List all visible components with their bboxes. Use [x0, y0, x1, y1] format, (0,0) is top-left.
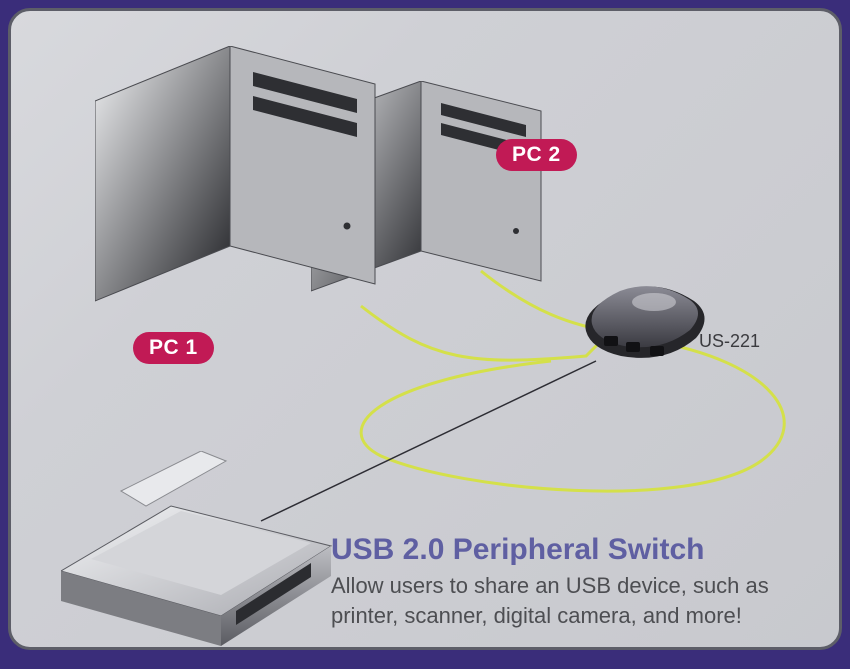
- diagram-title: USB 2.0 Peripheral Switch: [331, 533, 704, 567]
- diagram-panel: PC 1 PC 2 US-221 USB 2.0 Peripheral Swit…: [8, 8, 842, 650]
- pc2-label-text: PC 2: [512, 143, 561, 167]
- usb-cable-loop: [361, 341, 784, 491]
- device-code: US-221: [699, 331, 760, 352]
- printer-device: [61, 451, 341, 656]
- pc2-label: PC 2: [496, 139, 577, 171]
- diagram-body: Allow users to share an USB device, such…: [331, 571, 811, 630]
- pc1-label-text: PC 1: [149, 336, 198, 360]
- pc1-label: PC 1: [133, 332, 214, 364]
- usb-switch-device: [576, 276, 716, 381]
- pc-tower-1: [95, 46, 395, 356]
